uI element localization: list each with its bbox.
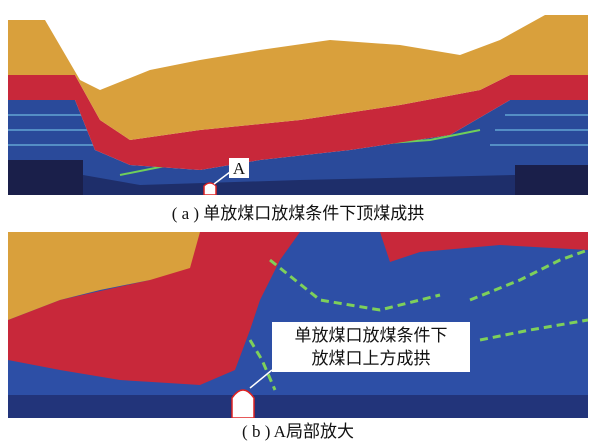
annotation-line: 放煤口上方成拱 xyxy=(312,349,431,368)
panel-a-image: A xyxy=(8,15,588,195)
panel-b-image: 单放煤口放煤条件下 放煤口上方成拱 xyxy=(8,232,588,418)
figure-page: A ( a ) 单放煤口放煤条件下顶煤成拱 单放煤口放煤条件下 放煤口上方成拱 … xyxy=(0,0,595,443)
figure: A ( a ) 单放煤口放煤条件下顶煤成拱 单放煤口放煤条件下 放煤口上方成拱 … xyxy=(0,0,595,443)
annotation-line: 单放煤口放煤条件下 xyxy=(295,326,448,345)
caption: ( a ) 单放煤口放煤条件下顶煤成拱 xyxy=(172,204,425,223)
caption: ( b ) A局部放大 xyxy=(242,422,354,441)
marker-label: A xyxy=(233,159,246,178)
